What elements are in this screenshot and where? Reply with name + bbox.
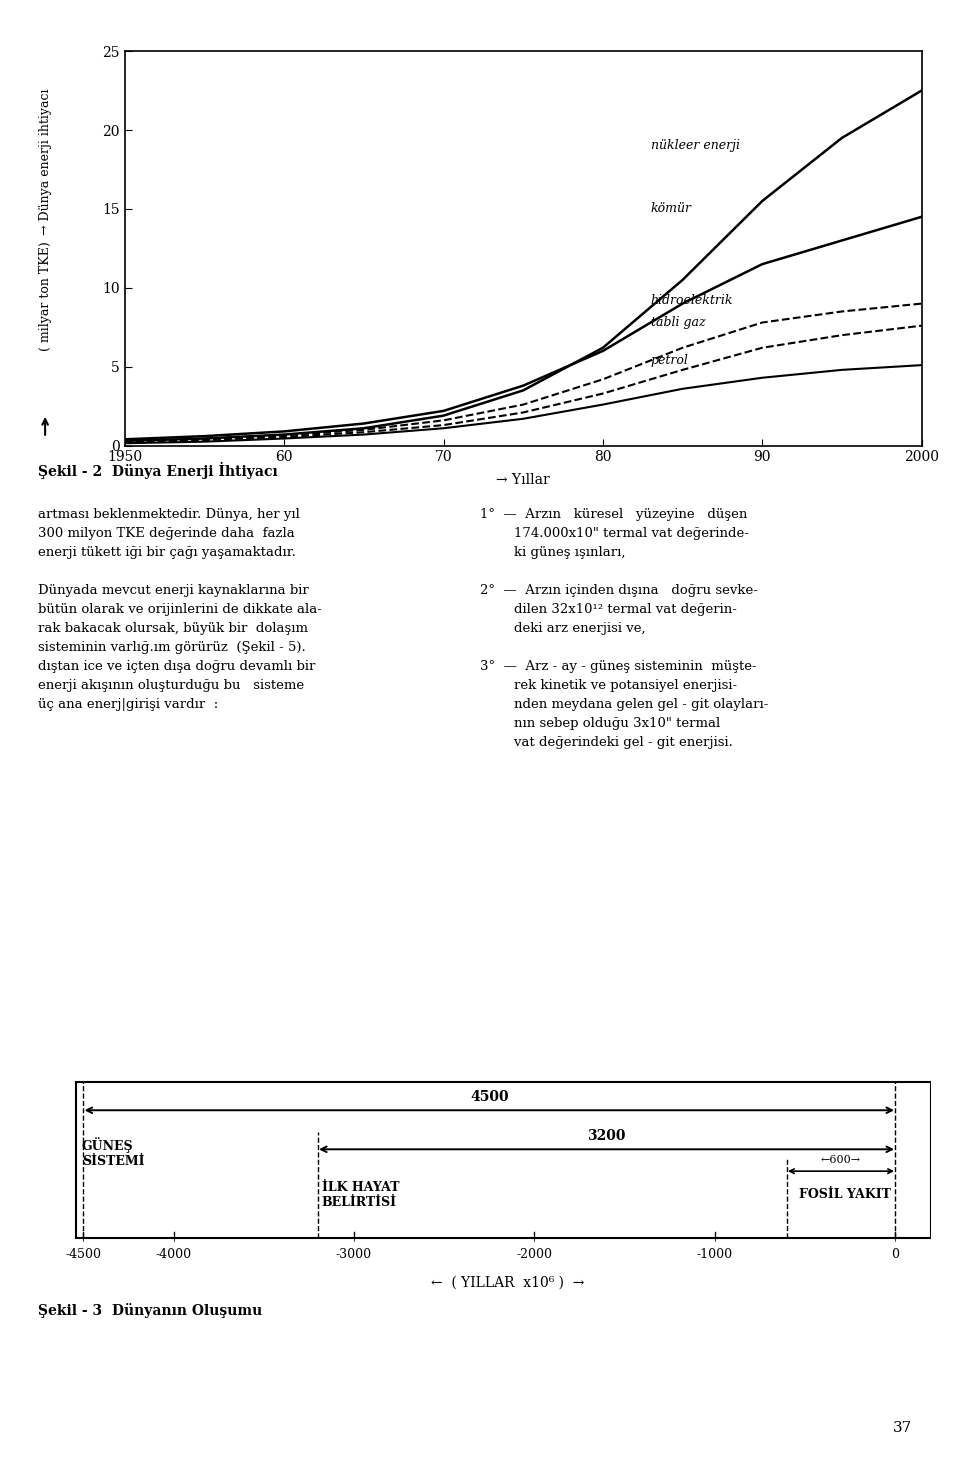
Text: hidroelektrik: hidroelektrik [651,294,733,307]
Text: 1°  —  Arzın   küresel   yüzeyine   düşen
        174.000x10" termal vat değerin: 1° — Arzın küresel yüzeyine düşen 174.00… [480,508,768,749]
Text: artması beklenmektedir. Dünya, her yıl
300 milyon TKE değerinde daha  fazla
ener: artması beklenmektedir. Dünya, her yıl 3… [38,508,323,712]
Text: Şekil - 2  Dünya Enerji İhtiyacı: Şekil - 2 Dünya Enerji İhtiyacı [38,462,278,479]
Text: FOSİL YAKIT: FOSİL YAKIT [799,1188,891,1201]
Text: İLK HAYAT
BELİRTİSİ: İLK HAYAT BELİRTİSİ [322,1180,399,1208]
Text: 4500: 4500 [470,1090,509,1105]
Text: ←600→: ←600→ [821,1156,861,1164]
Text: -1000: -1000 [697,1248,732,1261]
Text: tabli gaz: tabli gaz [651,316,706,329]
Bar [76,1083,931,1239]
Text: 37: 37 [893,1420,912,1435]
Text: 3200: 3200 [588,1129,626,1143]
Text: -4500: -4500 [65,1248,102,1261]
Text: ←  ( YILLAR  x10⁶ )  →: ← ( YILLAR x10⁶ ) → [431,1275,584,1290]
Text: nükleer enerji: nükleer enerji [651,139,740,152]
Text: ( milyar ton TKE): ( milyar ton TKE) [38,241,52,351]
Text: petrol: petrol [651,354,688,367]
Text: GÜNEŞ
SİSTEMİ: GÜNEŞ SİSTEMİ [82,1137,144,1167]
Text: -4000: -4000 [156,1248,192,1261]
Text: -2000: -2000 [516,1248,552,1261]
X-axis label: → Yıllar: → Yıllar [496,473,550,487]
Text: kömür: kömür [651,203,692,215]
Text: → Dünya enerji ihtiyacı: → Dünya enerji ihtiyacı [38,88,52,235]
Text: 0: 0 [891,1248,900,1261]
Text: Şekil - 3  Dünyanın Oluşumu: Şekil - 3 Dünyanın Oluşumu [38,1303,263,1318]
Text: -3000: -3000 [336,1248,372,1261]
